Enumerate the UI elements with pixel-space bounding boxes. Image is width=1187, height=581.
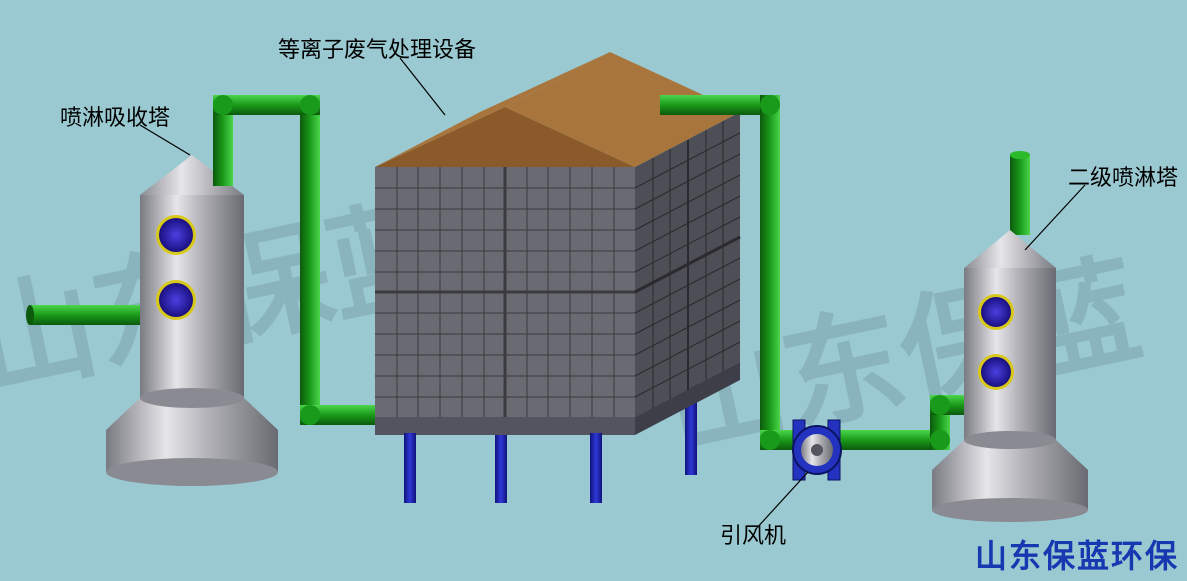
pipe-outlet (1010, 151, 1030, 235)
label-plasma: 等离子废气处理设备 (278, 32, 476, 64)
label-tower1: 喷淋吸收塔 (60, 100, 170, 132)
diagram-canvas (0, 0, 1187, 581)
tower2 (932, 230, 1088, 522)
label-fan: 引风机 (720, 518, 786, 550)
pipe-inlet (26, 305, 142, 325)
fan (793, 420, 841, 480)
pipe-seg1-back (300, 95, 380, 425)
label-tower2: 二级喷淋塔 (1068, 160, 1178, 192)
brand-text: 山东保蓝环保 (975, 531, 1179, 577)
